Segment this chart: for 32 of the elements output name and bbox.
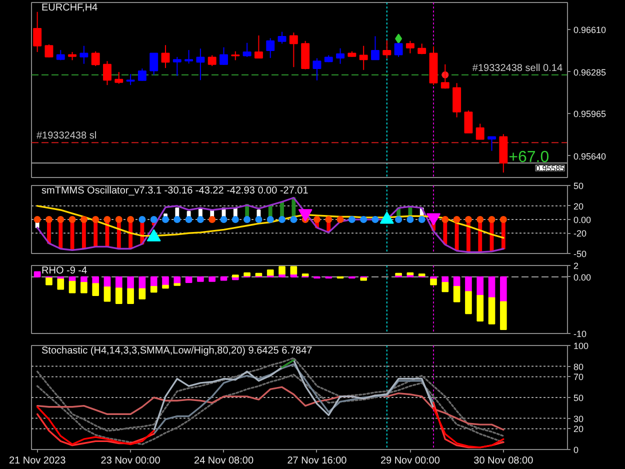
chart-title: smTMMS Oscillator_v7.3.1 -30.16 -43.22 -42.93 0.00 -27.01 [42, 186, 309, 196]
chart-title: EURCHF,H4 [42, 2, 98, 14]
y-tick-label: 0.00 [574, 272, 592, 282]
chart-title: Stochastic (H4,14,3,3,SMMA,Low/High,80,20) 9.6425 6.7847 [42, 346, 313, 356]
y-tick-label: 30 [574, 414, 584, 424]
x-tick-label: 21 Nov 2023 [8, 456, 66, 466]
annotation: +67.0 [508, 149, 550, 166]
y-tick-label: 100 [574, 341, 589, 351]
y-tick-label: 0.95965 [574, 109, 606, 120]
chart-title: RHO -9 -4 [42, 266, 88, 276]
y-tick-label: 0.96285 [574, 67, 606, 78]
ref-line-label: #19332438 sell 0.14 [472, 62, 563, 74]
ref-line-label: #19332438 sl [36, 130, 97, 142]
y-tick-label: 70 [574, 372, 584, 382]
x-tick-label: 27 Nov 16:00 [287, 456, 348, 466]
y-tick-label: -20 [574, 228, 587, 239]
x-tick-label: 23 Nov 00:00 [100, 456, 161, 466]
x-tick-label: 30 Nov 08:00 [474, 456, 534, 466]
y-tick-label: -10 [574, 329, 587, 339]
y-tick-label: 0 [574, 445, 579, 455]
x-tick-label: 29 Nov 00:00 [380, 456, 440, 466]
y-tick-label: 20 [574, 201, 584, 212]
y-tick-label: 0.95640 [574, 151, 606, 162]
y-tick-label: 0.00 [574, 215, 592, 225]
x-tick-label: 24 Nov 08:00 [194, 456, 254, 466]
y-tick-label: 50 [574, 181, 584, 191]
y-tick-label: 80 [574, 362, 584, 372]
y-tick-label: 0.96610 [574, 25, 606, 36]
y-tick-label: 2 [574, 261, 579, 271]
y-tick-label: -50 [574, 249, 587, 259]
y-tick-label: 20 [574, 424, 584, 434]
y-tick-label: 50 [574, 393, 584, 403]
